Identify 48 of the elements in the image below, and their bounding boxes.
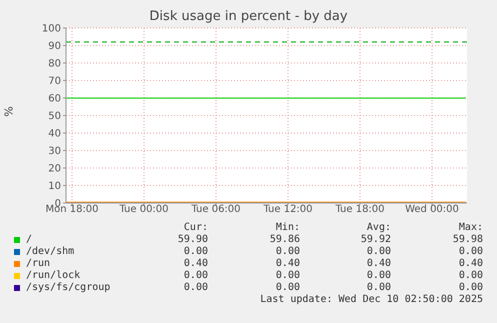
- text: 0.00: [276, 282, 300, 293]
- text: 59.86: [270, 234, 300, 245]
- text: 0.40: [184, 258, 208, 269]
- legend-label: /run/lock: [26, 270, 80, 281]
- legend-label: /dev/shm: [26, 246, 74, 257]
- x-tick-label: Wed 00:00: [405, 204, 459, 216]
- text: 59.98: [452, 234, 483, 245]
- x-tick-label: Tue 00:00: [118, 204, 169, 216]
- y-tick-label: 30: [48, 146, 61, 158]
- x-tick-label: Mon 18:00: [45, 204, 99, 216]
- chart-title: Disk usage in percent - by day: [148, 9, 349, 24]
- text: 0.00: [458, 282, 483, 293]
- y-tick-label: 100: [42, 24, 61, 35]
- text: 0.00: [184, 246, 208, 257]
- y-tick-label: 70: [48, 76, 61, 88]
- text: 0.00: [276, 246, 300, 257]
- text: 0.00: [458, 270, 483, 281]
- text: Last update: Wed Dec 10 02:50:00 2025: [260, 294, 483, 305]
- text: 59.90: [178, 234, 208, 245]
- text: Max:: [458, 222, 483, 233]
- text: Cur:: [184, 222, 208, 233]
- x-tick-label: Tue 12:00: [262, 204, 313, 216]
- text: 0.00: [366, 270, 391, 281]
- text: 0.40: [366, 258, 391, 269]
- text: 0.00: [366, 246, 391, 257]
- text: 0.40: [458, 258, 483, 269]
- y-tick-label: 50: [48, 111, 61, 122]
- text: 0.00: [366, 282, 391, 293]
- legend-label: /sys/fs/cgroup: [26, 282, 110, 293]
- x-tick-label: Tue 18:00: [334, 204, 385, 216]
- y-tick-label: 40: [48, 128, 61, 140]
- y-tick-label: 60: [48, 94, 61, 105]
- y-tick-label: 90: [48, 41, 61, 52]
- y-tick-label: 10: [48, 181, 61, 192]
- x-tick-label: Tue 06:00: [190, 204, 241, 216]
- legend-label: /: [26, 234, 32, 245]
- text: 0.40: [276, 258, 300, 269]
- text: Min:: [276, 222, 300, 233]
- y-tick-label: 80: [48, 58, 61, 70]
- text: 59.92: [360, 234, 391, 245]
- text: 0.00: [184, 270, 208, 281]
- text: 0.00: [184, 282, 208, 293]
- text: 0.00: [276, 270, 300, 281]
- y-tick-label: 20: [48, 164, 61, 175]
- text: Avg:: [366, 222, 391, 233]
- text: 0.00: [458, 246, 483, 257]
- y-axis-title: %: [2, 106, 16, 117]
- legend-label: /run: [26, 258, 50, 269]
